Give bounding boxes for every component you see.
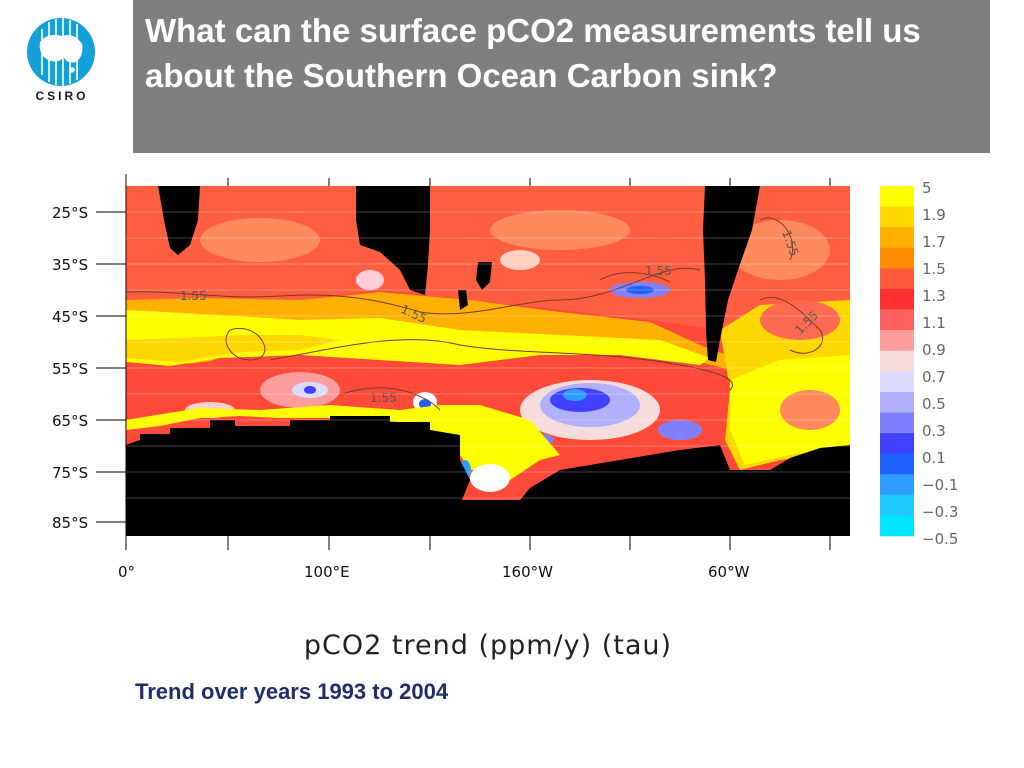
- latitude-labels: 25°S 35°S 45°S 55°S 65°S 75°S 85°S: [52, 204, 88, 532]
- lat-label: 65°S: [52, 412, 88, 430]
- legend-label: 1.5: [922, 260, 946, 278]
- contour-label: 1.55: [645, 264, 672, 278]
- legend-swatch: [880, 474, 914, 496]
- legend-label: −0.1: [922, 476, 958, 494]
- legend-label: 0.1: [922, 449, 946, 467]
- longitude-labels: 0° 100°E 160°W 60°W: [118, 563, 750, 581]
- gridlines: [126, 211, 850, 499]
- legend-swatch: [880, 247, 914, 269]
- legend-swatch: [880, 206, 914, 228]
- lat-label: 75°S: [52, 464, 88, 482]
- logo-text: CSIRO: [35, 89, 89, 103]
- legend-label: −0.5: [922, 530, 958, 548]
- pco2-trend-map: 1.55 1.55 1.55 1.55 1.55 1.55: [52, 174, 958, 581]
- contour-lines: [125, 217, 824, 411]
- legend-swatch: [880, 227, 914, 249]
- legend-label: 5: [922, 179, 932, 197]
- legend-swatch: [880, 330, 914, 352]
- legend-label: 1.1: [922, 314, 946, 332]
- legend-swatch: [880, 433, 914, 454]
- color-legend: [880, 186, 914, 537]
- map-axes: [96, 174, 831, 550]
- legend-label: 0.5: [922, 395, 946, 413]
- legend-swatch: [880, 350, 914, 372]
- map-caption: pCO2 trend (ppm/y) (tau): [303, 630, 673, 661]
- legend-label: 0.3: [922, 422, 946, 440]
- lon-label: 60°W: [708, 563, 750, 581]
- lon-label: 0°: [118, 563, 135, 581]
- legend-label: 0.9: [922, 341, 946, 359]
- lat-label: 55°S: [52, 360, 88, 378]
- lat-label: 25°S: [52, 204, 88, 222]
- csiro-globe-icon: [27, 18, 95, 86]
- legend-swatch: [880, 494, 914, 516]
- lat-label: 45°S: [52, 308, 88, 326]
- legend-swatch: [880, 288, 914, 310]
- legend-swatch: [880, 453, 914, 475]
- title-banner: What can the surface pCO2 measurements t…: [133, 0, 990, 153]
- legend-labels: 5 1.9 1.7 1.5 1.3 1.1 0.9 0.7 0.5 0.3 0.…: [922, 179, 958, 548]
- legend-swatch: [880, 391, 914, 413]
- contour-label: 1.55: [370, 391, 397, 405]
- lat-label: 85°S: [52, 514, 88, 532]
- legend-swatch: [880, 412, 914, 434]
- legend-label: 1.9: [922, 206, 946, 224]
- subtitle-label: Trend over years 1993 to 2004: [135, 679, 449, 704]
- lat-label: 35°S: [52, 256, 88, 274]
- subtitle-text: Trend over years 1993 to 2004: [135, 675, 695, 705]
- legend-swatch: [880, 186, 914, 207]
- csiro-logo: [18, 12, 108, 112]
- page-title: What can the surface pCO2 measurements t…: [145, 12, 921, 94]
- legend-swatch: [880, 309, 914, 331]
- legend-swatch: [880, 515, 914, 537]
- legend-swatch: [880, 268, 914, 290]
- contour-label: 1.55: [180, 289, 207, 303]
- legend-label: 1.7: [922, 233, 946, 251]
- lon-label: 100°E: [304, 563, 350, 581]
- lon-label: 160°W: [502, 563, 553, 581]
- legend-swatch: [880, 371, 914, 393]
- legend-label: −0.3: [922, 503, 958, 521]
- legend-label: 0.7: [922, 368, 946, 386]
- legend-label: 1.3: [922, 287, 946, 305]
